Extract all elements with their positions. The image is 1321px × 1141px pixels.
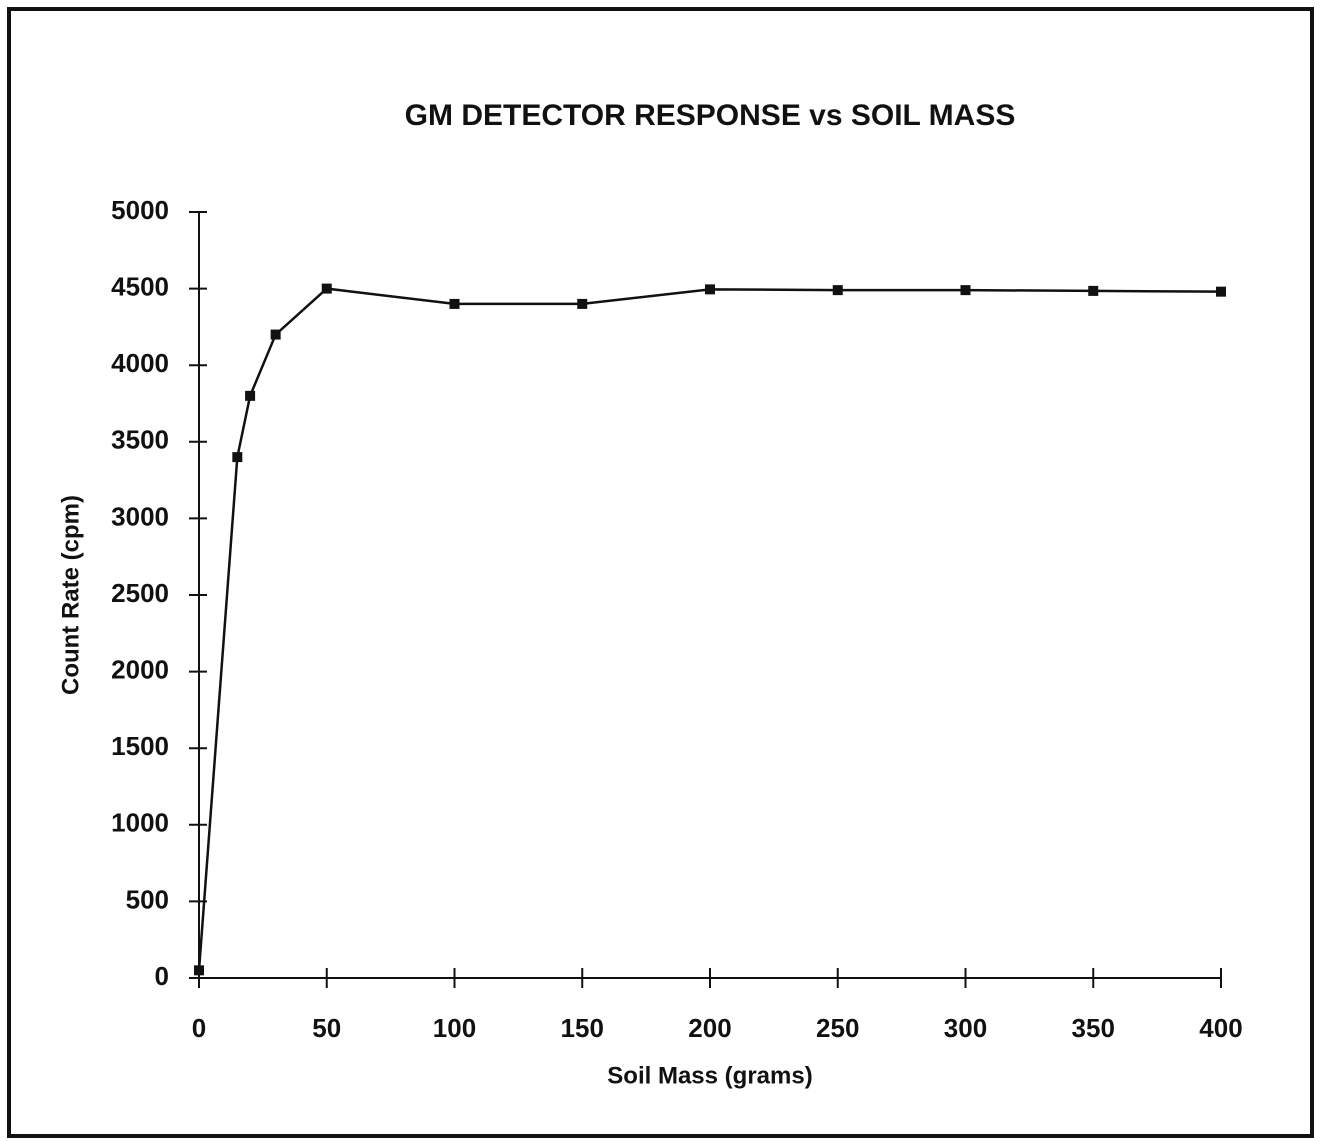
data-point xyxy=(232,452,243,463)
y-tick-label: 2000 xyxy=(111,654,169,684)
y-axis-label: Count Rate (cpm) xyxy=(57,495,84,695)
x-tick-label: 250 xyxy=(816,1013,859,1043)
y-tick-label: 0 xyxy=(155,961,169,991)
x-tick-label: 300 xyxy=(944,1013,987,1043)
data-point xyxy=(705,284,715,295)
y-tick-label: 4000 xyxy=(111,348,169,378)
y-tick-label: 3500 xyxy=(111,425,169,455)
chart-title: GM DETECTOR RESPONSE vs SOIL MASS xyxy=(405,99,1016,132)
x-tick-label: 350 xyxy=(1072,1013,1115,1043)
y-tick-label: 1500 xyxy=(111,731,169,761)
data-point xyxy=(960,285,971,296)
y-tick-label: 1000 xyxy=(111,808,169,838)
y-tick-label: 4500 xyxy=(111,271,169,301)
data-point xyxy=(1216,286,1226,297)
y-tick-label: 2500 xyxy=(111,578,169,608)
data-point xyxy=(270,329,281,340)
x-axis-label: Soil Mass (grams) xyxy=(607,1062,812,1089)
x-tick-label: 400 xyxy=(1199,1013,1242,1043)
x-tick-label: 50 xyxy=(312,1013,341,1043)
y-tick-label: 3000 xyxy=(111,501,169,531)
data-point xyxy=(321,283,332,294)
data-point xyxy=(194,965,204,976)
data-point xyxy=(245,390,256,401)
data-line xyxy=(197,287,1222,971)
data-point xyxy=(832,285,843,296)
x-tick-label: 150 xyxy=(561,1013,604,1043)
x-tick-label: 200 xyxy=(688,1013,731,1043)
frame xyxy=(7,7,1314,1138)
data-point xyxy=(1088,285,1099,296)
x-tick-label: 100 xyxy=(433,1013,476,1043)
y-tick-label: 500 xyxy=(126,884,169,914)
x-tick-label: 0 xyxy=(192,1013,206,1043)
data-point xyxy=(577,298,588,309)
data-point xyxy=(449,298,460,309)
y-tick-label: 5000 xyxy=(111,195,169,225)
